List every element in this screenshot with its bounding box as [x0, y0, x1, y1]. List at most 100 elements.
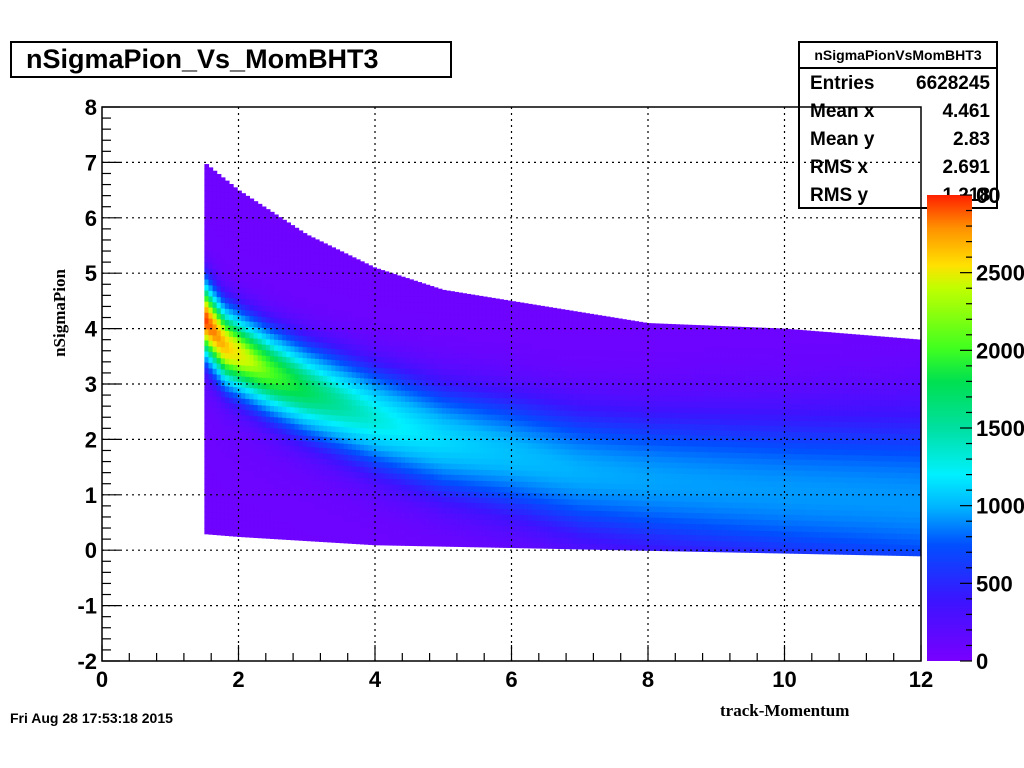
heatmap-cell — [355, 466, 361, 473]
heatmap-cell — [548, 465, 554, 472]
heatmap-cell — [425, 385, 431, 392]
heatmap-cell — [269, 289, 275, 296]
heatmap-cell — [253, 376, 259, 383]
heatmap-cell — [560, 337, 566, 345]
heatmap-cell — [552, 542, 558, 549]
heatmap-cell — [359, 433, 365, 440]
heatmap-cell — [335, 359, 341, 366]
heatmap-cell — [437, 479, 443, 486]
heatmap-cell — [224, 324, 230, 332]
heatmap-cell — [204, 483, 210, 491]
heatmap-cell — [265, 283, 271, 290]
heatmap-cell — [454, 468, 459, 475]
heatmap-cell — [364, 322, 369, 329]
heatmap-cell — [503, 480, 509, 487]
heatmap-cell — [343, 321, 349, 328]
heatmap-cell — [433, 490, 439, 497]
heatmap-cell — [339, 260, 345, 267]
heatmap-cell — [409, 390, 414, 397]
heatmap-cell — [319, 458, 324, 465]
heatmap-cell — [237, 209, 242, 216]
heatmap-cell — [568, 482, 574, 489]
heatmap-cell — [503, 536, 509, 543]
heatmap-cell — [261, 227, 267, 234]
heatmap-cell — [429, 340, 435, 347]
heatmap-cell — [343, 487, 349, 494]
heatmap-cell — [601, 438, 607, 445]
heatmap-cell — [228, 380, 234, 387]
heatmap-cell — [536, 536, 541, 544]
heatmap-cell — [376, 461, 382, 468]
heatmap-cell — [491, 475, 496, 482]
heatmap-cell — [482, 319, 488, 326]
heatmap-cell — [540, 398, 545, 405]
heatmap-cell — [445, 296, 451, 303]
heatmap-cell — [491, 425, 496, 432]
heatmap-cell — [343, 365, 349, 372]
heatmap-cell — [413, 523, 418, 530]
heatmap-cell — [577, 316, 582, 323]
heatmap-cell — [593, 355, 599, 362]
heatmap-cell — [441, 529, 447, 536]
heatmap-cell — [417, 379, 423, 386]
heatmap-cell — [265, 327, 271, 334]
heatmap-cell — [310, 341, 316, 348]
heatmap-cell — [466, 396, 472, 404]
heatmap-cell — [515, 409, 521, 416]
heatmap-cell — [216, 235, 222, 242]
heatmap-cell — [531, 509, 537, 516]
heatmap-cell — [228, 386, 234, 393]
heatmap-cell — [593, 438, 599, 445]
heatmap-cell — [454, 374, 459, 381]
heatmap-cell — [527, 370, 533, 377]
heatmap-cell — [224, 302, 230, 309]
heatmap-cell — [454, 479, 459, 486]
heatmap-cell — [441, 440, 447, 447]
heatmap-cell — [433, 412, 439, 420]
heatmap-cell — [310, 274, 316, 282]
heatmap-cell — [376, 334, 382, 341]
heatmap-cell — [273, 533, 279, 540]
heatmap-cell — [527, 420, 533, 427]
heatmap-cell — [581, 482, 586, 489]
heatmap-cell — [470, 541, 476, 548]
heatmap-cell — [437, 368, 443, 375]
heatmap-cell — [286, 262, 291, 269]
heatmap-cell — [278, 256, 283, 263]
heatmap-cell — [302, 346, 308, 353]
heatmap-cell — [294, 323, 300, 330]
heatmap-cell — [531, 353, 537, 361]
heatmap-cell — [351, 366, 357, 373]
heatmap-cell — [364, 267, 369, 274]
heatmap-cell — [482, 325, 488, 332]
heatmap-cell — [228, 424, 234, 432]
heatmap-cell — [380, 472, 386, 479]
heatmap-cell — [351, 327, 357, 334]
heatmap-cell — [278, 295, 283, 302]
heatmap-cell — [499, 541, 504, 548]
heatmap-cell — [482, 408, 488, 415]
heatmap-cell — [286, 472, 291, 480]
heatmap-cell — [368, 500, 373, 507]
heatmap-cell — [372, 328, 377, 335]
heatmap-cell — [347, 299, 353, 306]
heatmap-cell — [364, 427, 369, 434]
heatmap-cell — [409, 506, 414, 513]
heatmap-cell — [523, 315, 529, 322]
heatmap-cell — [278, 228, 283, 235]
heatmap-cell — [290, 473, 296, 480]
heatmap-cell — [265, 272, 271, 279]
heatmap-cell — [577, 332, 582, 339]
heatmap-cell — [388, 417, 394, 424]
heatmap-cell — [228, 364, 234, 371]
heatmap-cell — [208, 456, 214, 463]
heatmap-cell — [540, 437, 545, 444]
heatmap-cell — [351, 310, 357, 317]
heatmap-cell — [224, 214, 230, 221]
heatmap-cell — [216, 279, 222, 287]
heatmap-cell — [319, 264, 324, 271]
heatmap-cell — [237, 276, 242, 283]
heatmap-cell — [564, 454, 570, 461]
heatmap-cell — [417, 373, 423, 380]
heatmap-cell — [273, 361, 279, 368]
